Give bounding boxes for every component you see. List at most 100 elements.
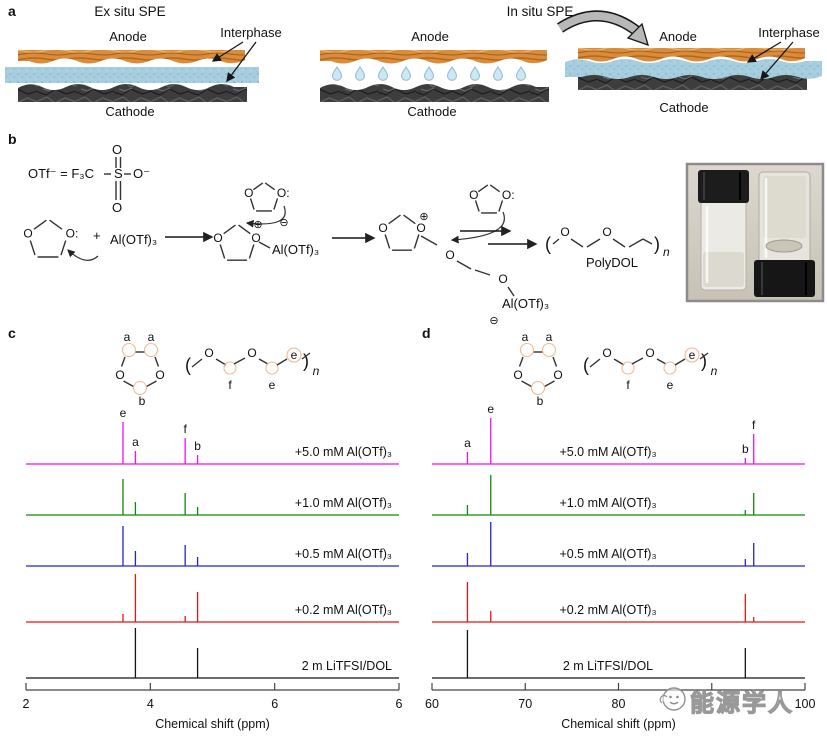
interphase-arrow (760, 41, 794, 81)
proton-e-label: e (667, 378, 674, 392)
bond (33, 219, 47, 230)
in-situ-title: In situ SPE (507, 4, 574, 19)
bond (215, 358, 227, 366)
tick-label: 6 (271, 697, 278, 711)
highlight-circle (621, 361, 635, 375)
curved-electron-arrow (450, 211, 505, 244)
bond (258, 358, 269, 365)
trace-label: +0.5 mM Al(OTf)₃ (559, 547, 656, 561)
interphase-arrow (226, 41, 257, 83)
n-subscript: n (313, 364, 320, 378)
oxygen-atom: O (645, 346, 654, 360)
panel-d-c-nmr: d O Oa a b (Of Oe e) n +5.0 mM Al(OTf)₃ +1.0 mM … (422, 325, 815, 731)
oxygen-atom: O (602, 225, 611, 239)
interphase-arrow (211, 41, 244, 62)
cathode-label: Cathode (105, 104, 154, 119)
oxygen-atom: O (378, 221, 387, 235)
oxygen-atom: O (445, 248, 454, 262)
peak-letter: e (487, 402, 494, 416)
shape (258, 241, 271, 249)
al-otf3: Al(OTf)₃ (110, 232, 157, 247)
in-situ-arrow (557, 10, 649, 47)
oxygen-atom: O (602, 346, 611, 360)
trace-label: +5.0 mM Al(OTf)₃ (295, 445, 392, 459)
upright-vial-liquid (698, 170, 749, 291)
bond (249, 198, 255, 210)
al-otf3: Al(OTf)₃ (272, 242, 319, 257)
anode-label: Anode (109, 29, 147, 44)
vial-photo (685, 162, 825, 303)
proton-a-label: a (148, 330, 155, 344)
shape (642, 238, 653, 245)
peak-letter: f (752, 418, 756, 432)
proton-a-label: a (522, 330, 529, 344)
shape (474, 269, 491, 276)
bond (264, 182, 276, 191)
bond (552, 356, 558, 367)
bond (474, 200, 480, 212)
electrolyte-droplets (331, 66, 527, 81)
trace-label: +1.0 mM Al(OTf)₃ (295, 496, 392, 510)
oxygen-atom: O (469, 188, 478, 202)
cathode-layer (320, 84, 549, 102)
bracket: ) (654, 234, 660, 254)
highlight-circle (143, 342, 159, 358)
nmr-spectra: +5.0 mM Al(OTf)₃ +1.0 mM Al(OTf)₃ +0.5 mM … (425, 402, 815, 731)
anode-label: Anode (411, 29, 449, 44)
highlight-circle (286, 347, 302, 363)
proton-f-label: f (228, 378, 232, 392)
tick-label: 2 (23, 697, 30, 711)
cathode-label: Cathode (407, 104, 456, 119)
x-axis-title: Chemical shift (ppm) (155, 717, 270, 731)
bond (49, 219, 63, 230)
highlight-circle (223, 361, 237, 375)
oxygen-atom: O⁻ (133, 166, 150, 181)
oxygen-atom: O (213, 231, 222, 245)
tick-label: 80 (612, 697, 626, 711)
bond (589, 358, 601, 368)
oxygen-atom: O (204, 346, 213, 360)
proton-a-label: a (124, 330, 131, 344)
tick-label: 100 (795, 697, 816, 711)
bond (233, 357, 246, 365)
nmr-trace-1: +5.0 mM Al(OTf)₃ (26, 422, 399, 465)
trace-label: +0.2 mM Al(OTf)₃ (559, 603, 656, 617)
sulfur-atom: S (114, 166, 123, 181)
panel-b-mechanism: b OTf⁻ = F₃C S O⁻ O O O O: + Al(OTf)₃ O O O O: ⊕ ⊖ Al(O… (8, 131, 825, 327)
bond (60, 240, 67, 256)
oxygen-atom: O (247, 346, 256, 360)
x-axis: 60 70 80 100 Chemical shift (ppm) (425, 683, 815, 731)
bond (29, 240, 36, 256)
nmr-trace-5: 2 m LiTFSI/DOL (26, 628, 399, 679)
in-situ-stack: Anode Cathode Interphase (565, 25, 822, 115)
oxygen-atom: O (553, 368, 562, 382)
n-subscript: n (663, 245, 670, 259)
nmr-trace-4: +0.2 mM Al(OTf)₃ (26, 574, 399, 623)
bond (154, 356, 160, 367)
oxygen-atom: O: (502, 188, 515, 202)
highlight-circle (530, 380, 546, 396)
oxygen-atom: O (112, 142, 122, 157)
bond (498, 200, 504, 212)
bond (252, 182, 264, 191)
proton-e-label: e (291, 348, 298, 362)
cathode-label: Cathode (659, 100, 708, 115)
nmr-trace-3: +0.5 mM Al(OTf)₃ (26, 526, 399, 567)
highlight-circle (663, 361, 677, 375)
highlight-circle (121, 342, 137, 358)
inverted-vial-gel (754, 171, 815, 297)
ex-situ-stack: Anode Cathode Interphase (5, 25, 282, 119)
shape (420, 235, 438, 246)
oxygen-atom: O (23, 226, 32, 240)
bond (146, 380, 157, 388)
trace-label: +5.0 mM Al(OTf)₃ (559, 445, 656, 459)
oxygen-atom: O: (66, 226, 79, 240)
bond (120, 356, 126, 367)
oxygen-atom: O (498, 272, 507, 286)
minus-charge: ⊖ (279, 217, 288, 229)
highlight-circle (519, 342, 535, 358)
tick-label: 4 (147, 697, 154, 711)
oxygen-atom: O: (277, 186, 290, 200)
proton-b-label: b (139, 394, 146, 408)
